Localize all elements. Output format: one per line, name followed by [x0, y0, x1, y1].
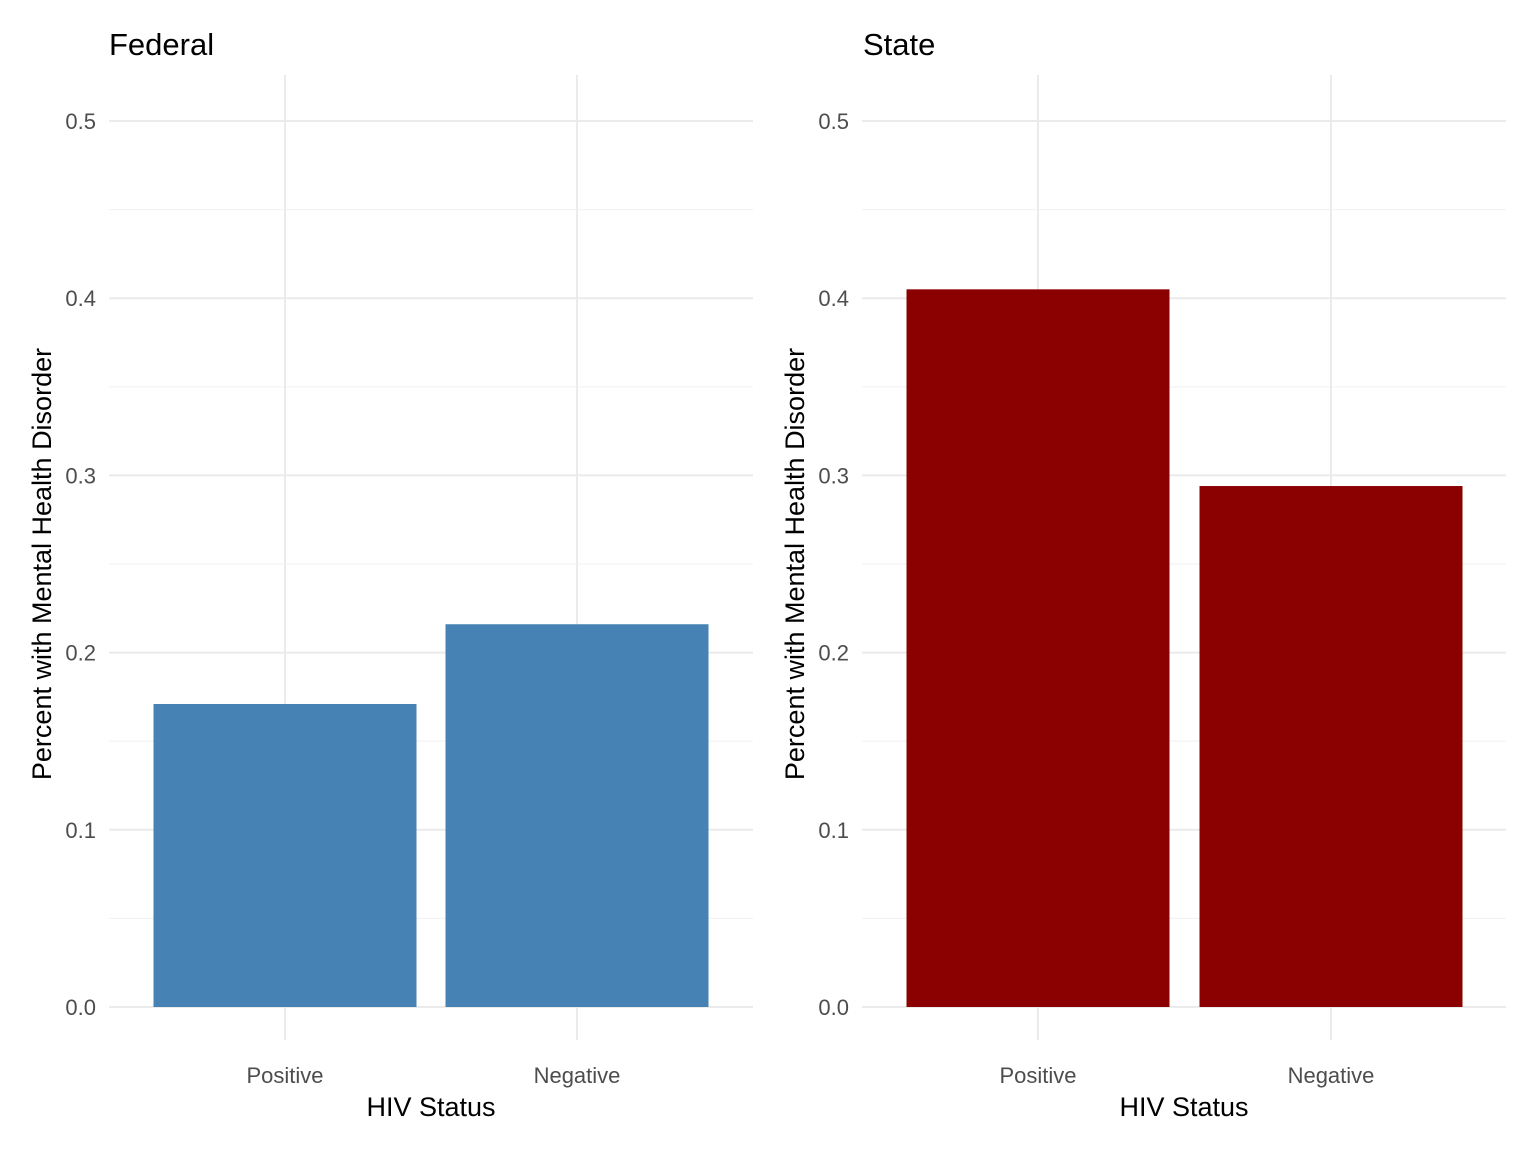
federal-x-ticks: Positive Negative	[246, 1063, 620, 1088]
state-y-tick-label: 0.4	[818, 286, 849, 311]
federal-y-tick-label: 0.1	[65, 818, 96, 843]
federal-title: Federal	[109, 27, 214, 62]
state-panel: 0.0 0.1 0.2 0.3 0.4 0.5 Positive Negative Stat…	[780, 27, 1506, 1122]
federal-y-tick-label: 0.5	[65, 109, 96, 134]
federal-x-tick-label: Negative	[534, 1063, 621, 1088]
federal-panel: 0.0 0.1 0.2 0.3 0.4 0.5 Positive Negative Fede…	[27, 27, 753, 1122]
state-title: State	[863, 27, 935, 62]
state-y-tick-label: 0.0	[818, 995, 849, 1020]
state-y-tick-label: 0.2	[818, 641, 849, 666]
federal-y-axis-label: Percent with Mental Health Disorder	[27, 348, 57, 780]
state-y-ticks: 0.0 0.1 0.2 0.3 0.4 0.5	[818, 109, 849, 1020]
state-y-tick-label: 0.1	[818, 818, 849, 843]
federal-y-tick-label: 0.0	[65, 995, 96, 1020]
federal-bars	[153, 624, 709, 1007]
state-y-axis-label: Percent with Mental Health Disorder	[780, 348, 810, 780]
federal-y-tick-label: 0.4	[65, 286, 96, 311]
state-x-axis-label: HIV Status	[1119, 1092, 1248, 1122]
state-x-tick-label: Positive	[999, 1063, 1076, 1088]
federal-y-ticks: 0.0 0.1 0.2 0.3 0.4 0.5	[65, 109, 96, 1020]
federal-x-tick-label: Positive	[246, 1063, 323, 1088]
state-bar-positive	[906, 289, 1170, 1008]
state-x-ticks: Positive Negative	[999, 1063, 1374, 1088]
state-y-tick-label: 0.5	[818, 109, 849, 134]
state-bar-negative	[1199, 486, 1463, 1008]
federal-y-tick-label: 0.3	[65, 463, 96, 488]
state-bars	[906, 289, 1463, 1008]
federal-bar-positive	[153, 703, 417, 1007]
federal-y-tick-label: 0.2	[65, 641, 96, 666]
state-x-tick-label: Negative	[1288, 1063, 1375, 1088]
state-y-tick-label: 0.3	[818, 463, 849, 488]
federal-x-axis-label: HIV Status	[366, 1092, 495, 1122]
federal-bar-negative	[445, 624, 709, 1007]
